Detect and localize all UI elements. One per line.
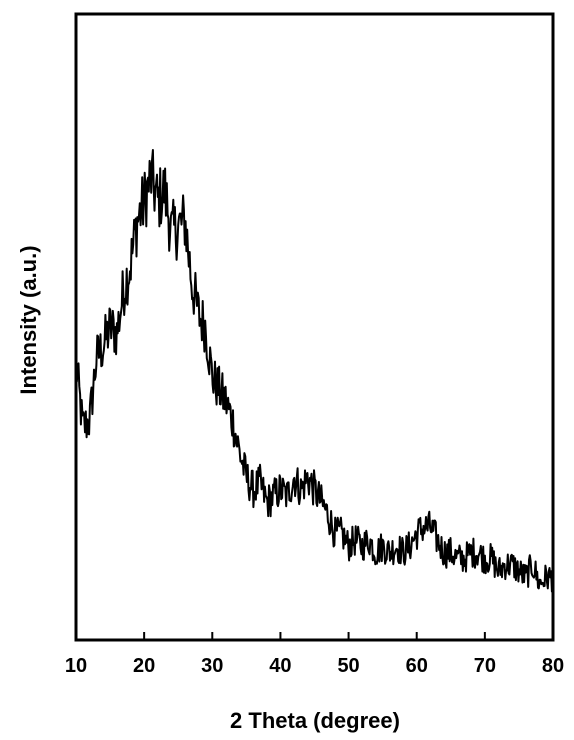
x-tick-label: 10 [65, 655, 87, 677]
series-line [76, 150, 553, 592]
x-tick-label: 80 [542, 655, 564, 677]
x-tick-label: 60 [406, 655, 428, 677]
x-tick-label: 40 [269, 655, 291, 677]
plot-area [76, 150, 553, 592]
x-tick-label: 70 [474, 655, 496, 677]
x-tick-label: 20 [133, 655, 155, 677]
x-axis-title: 2 Theta (degree) [230, 708, 400, 733]
x-tick-label: 30 [201, 655, 223, 677]
x-tick-label: 50 [337, 655, 359, 677]
y-axis-title: Intensity (a.u.) [16, 245, 41, 394]
